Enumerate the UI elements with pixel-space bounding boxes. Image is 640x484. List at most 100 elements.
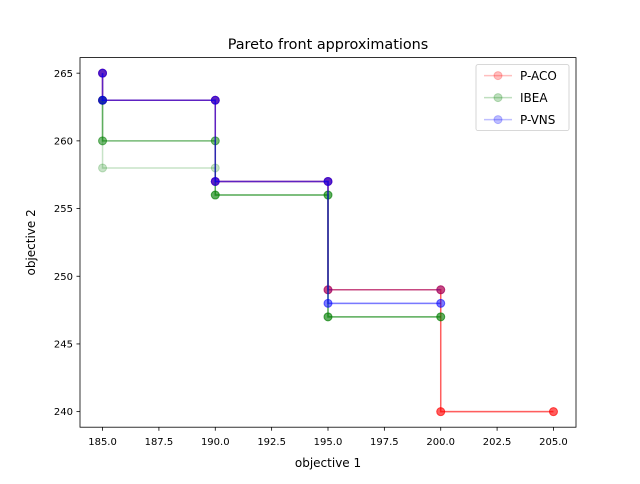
legend-label: P-VNS: [520, 113, 555, 127]
data-point: [436, 285, 446, 295]
data-point: [98, 95, 108, 105]
x-tick-label: 187.5: [145, 437, 174, 448]
data-point: [210, 136, 220, 146]
data-point: [210, 190, 220, 200]
data-point: [323, 285, 333, 295]
data-point: [98, 95, 108, 105]
data-point: [323, 176, 333, 186]
data-point: [210, 95, 220, 105]
data-point: [210, 95, 220, 105]
y-tick-label: 245: [54, 340, 73, 351]
series-line: [101, 73, 554, 413]
series-line: [101, 73, 554, 413]
y-axis-label: objective 2: [24, 209, 38, 275]
data-point: [210, 176, 220, 186]
series-line: [101, 100, 441, 318]
data-point: [210, 176, 220, 186]
data-point: [98, 163, 108, 173]
y-tick-label: 260: [54, 136, 73, 147]
data-point: [210, 95, 220, 105]
data-point: [436, 312, 446, 322]
data-point: [436, 407, 446, 417]
data-point: [210, 190, 220, 200]
data-point: [98, 95, 108, 105]
data-point: [323, 285, 333, 295]
data-point: [323, 298, 333, 308]
data-point: [323, 298, 333, 308]
data-point: [98, 95, 108, 105]
data-point: [98, 95, 108, 105]
series-line: [101, 100, 441, 318]
data-point: [210, 176, 220, 186]
series-line: [101, 73, 554, 413]
data-point: [323, 285, 333, 295]
x-tick-label: 195.0: [314, 437, 343, 448]
legend-label: P-ACO: [520, 69, 557, 83]
data-point: [210, 176, 220, 186]
data-point: [98, 136, 108, 146]
data-point: [210, 190, 220, 200]
data-point: [210, 95, 220, 105]
data-point: [436, 285, 446, 295]
legend-item-ibea: IBEA: [484, 91, 548, 105]
x-tick-label: 200.0: [426, 437, 455, 448]
data-point: [210, 95, 220, 105]
x-tick-label: 192.5: [257, 437, 286, 448]
data-point: [436, 407, 446, 417]
data-point: [323, 176, 333, 186]
data-point: [548, 407, 558, 417]
data-point: [436, 298, 446, 308]
data-point: [210, 176, 220, 186]
data-point: [210, 95, 220, 105]
y-tick-label: 240: [54, 407, 73, 418]
data-layer: [98, 68, 558, 417]
legend-item-p-vns: P-VNS: [484, 113, 555, 127]
y-tick-label: 255: [54, 204, 73, 215]
data-point: [210, 136, 220, 146]
legend: P-ACO IBEA P-VNS: [475, 64, 570, 131]
series-p-vns: [98, 68, 446, 308]
series-line: [101, 100, 441, 318]
data-point: [98, 95, 108, 105]
data-point: [98, 68, 108, 78]
data-point: [98, 95, 108, 105]
x-tick-label: 190.0: [201, 437, 230, 448]
data-point: [323, 298, 333, 308]
x-tick-label: 205.0: [539, 437, 568, 448]
data-point: [436, 312, 446, 322]
data-point: [436, 312, 446, 322]
data-point: [323, 312, 333, 322]
data-point: [436, 285, 446, 295]
data-point: [548, 407, 558, 417]
data-point: [323, 285, 333, 295]
data-point: [323, 312, 333, 322]
data-point: [323, 176, 333, 186]
data-point: [436, 285, 446, 295]
data-point: [323, 176, 333, 186]
x-tick-label: 202.5: [483, 437, 512, 448]
x-axis-label: objective 1: [295, 456, 361, 470]
data-point: [210, 176, 220, 186]
data-point: [98, 68, 108, 78]
data-point: [548, 407, 558, 417]
data-point: [210, 176, 220, 186]
legend-box: [475, 64, 570, 131]
series-line: [101, 73, 441, 305]
y-axis-ticks: 240 245 250 255 260 265: [54, 69, 80, 418]
data-point: [436, 312, 446, 322]
data-point: [98, 136, 108, 146]
x-tick-label: 185.0: [88, 437, 117, 448]
chart-title: Pareto front approximations: [228, 37, 429, 53]
data-point: [98, 68, 108, 78]
legend-marker: [493, 71, 503, 81]
data-point: [323, 190, 333, 200]
data-point: [323, 176, 333, 186]
data-point: [323, 312, 333, 322]
legend-marker: [493, 93, 503, 103]
data-point: [323, 176, 333, 186]
x-axis-ticks: 185.0 187.5 190.0 192.5 195.0 197.5 200.0 202.5…: [88, 427, 568, 448]
data-point: [436, 285, 446, 295]
data-point: [98, 68, 108, 78]
